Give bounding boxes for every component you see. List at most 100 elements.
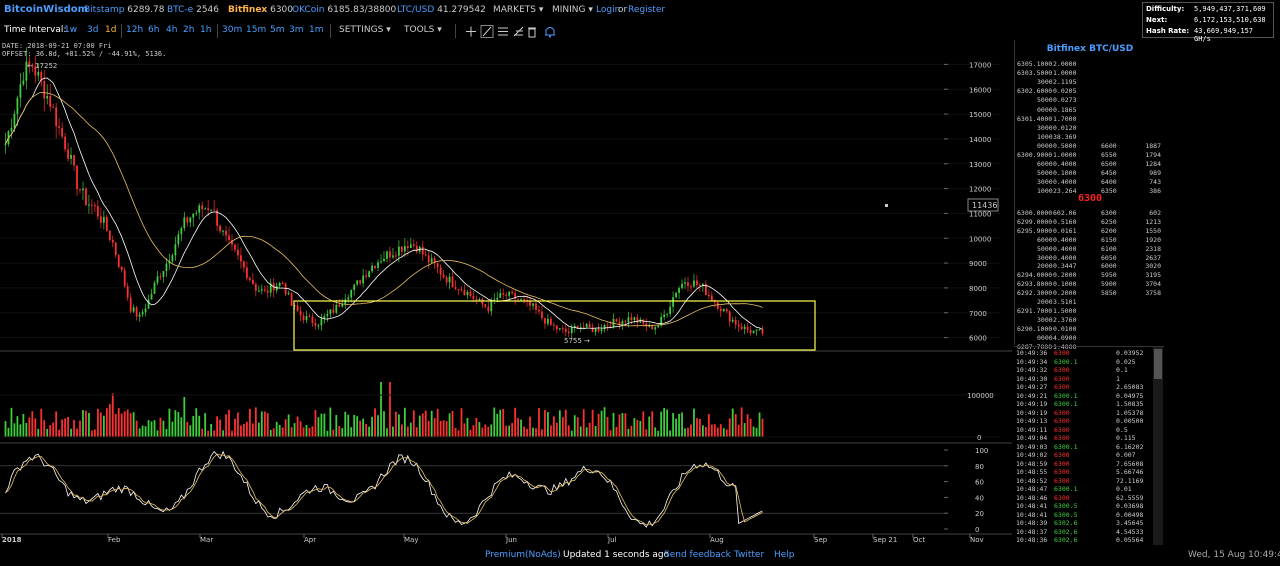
- interval-12h[interactable]: 12h: [126, 25, 144, 35]
- register-link[interactable]: Register: [628, 5, 666, 15]
- candle-body: [117, 255, 120, 267]
- interval-1h[interactable]: 1h: [200, 25, 212, 35]
- market-ltcusd[interactable]: LTC/USD 41.279542: [397, 5, 486, 15]
- candle-body: [603, 324, 606, 330]
- volume-bar: [678, 413, 680, 437]
- scrollbar-thumb[interactable]: [1154, 349, 1162, 379]
- orderbook-row[interactable]: 3000 0.4000 6400 743: [1015, 178, 1165, 187]
- orderbook-row[interactable]: 6303.5000 1.0000: [1015, 69, 1165, 78]
- interval-3m[interactable]: 3m: [289, 25, 304, 35]
- trade-time: 10:48:52: [1016, 476, 1048, 485]
- fib-tool-icon[interactable]: [513, 26, 524, 37]
- interval-2h[interactable]: 2h: [183, 25, 195, 35]
- orderbook-row[interactable]: 3000 0.0120: [1015, 124, 1165, 133]
- candle-body: [19, 84, 22, 98]
- candle-body: [246, 267, 248, 279]
- price-chart[interactable]: 1700016000150001400013000120001100010000…: [0, 40, 1012, 545]
- orderbook-row[interactable]: 6293.8000 0.1000 5900 3704: [1015, 280, 1165, 289]
- market-okcoin[interactable]: OKCoin 6185.83/38800: [292, 5, 396, 15]
- settings-menu[interactable]: SETTINGS ▾: [339, 25, 391, 35]
- volume-bar: [201, 428, 204, 437]
- volume-bar: [4, 421, 7, 437]
- crosshair-icon[interactable]: [466, 26, 476, 37]
- orderbook-row[interactable]: 6300.9000 1.0000 6550 1794: [1015, 151, 1165, 160]
- interval-1w[interactable]: 1w: [64, 25, 78, 35]
- orderbook-row[interactable]: 1000 38.369: [1015, 133, 1165, 142]
- orderbook-row[interactable]: 6299.0000 0.5160 6250 1213: [1015, 218, 1165, 227]
- orderbook-row[interactable]: 6294.0000 0.2000 5950 3195: [1015, 271, 1165, 280]
- trade-history-scrollbar[interactable]: [1153, 347, 1163, 545]
- orderbook-row[interactable]: 3000 2.1195: [1015, 78, 1165, 87]
- interval-6h[interactable]: 6h: [148, 25, 160, 35]
- orderbook-row[interactable]: 6000 0.4000 6500 1284: [1015, 160, 1165, 169]
- market-btce[interactable]: BTC-e 2546: [167, 5, 219, 15]
- hashrate-value: 43,669,949,157 GH/s: [1194, 27, 1254, 43]
- candle-body: [359, 280, 362, 284]
- orderbook-row[interactable]: 2000 0.3447 6000 3020: [1015, 262, 1165, 271]
- volume-bar: [699, 418, 701, 437]
- highlight-rectangle[interactable]: [293, 300, 816, 351]
- orderbook-row[interactable]: 5000 0.0273: [1015, 96, 1165, 105]
- crosshair-price: 11436: [972, 201, 997, 210]
- market-bitfinex[interactable]: Bitfinex 6300: [228, 5, 293, 15]
- interval-4h[interactable]: 4h: [166, 25, 178, 35]
- orderbook-row[interactable]: 3000 0.4000 6050 2637: [1015, 254, 1165, 263]
- orderbook-row[interactable]: 6305.1000 2.0000: [1015, 60, 1165, 69]
- orderbook-row[interactable]: 3000 2.3760: [1015, 316, 1165, 325]
- volume-bar: [165, 428, 168, 437]
- orderbook-row[interactable]: 6295.9000 0.0161 6200 1550: [1015, 227, 1165, 236]
- candle-body: [493, 299, 496, 301]
- interval-15m[interactable]: 15m: [246, 25, 267, 35]
- interval-1d[interactable]: 1d: [105, 25, 117, 35]
- volume-bar: [621, 413, 624, 437]
- horizontal-lines-icon[interactable]: [498, 27, 508, 36]
- candle-body: [266, 290, 269, 293]
- orderbook-row[interactable]: 2000 3.5101: [1015, 298, 1165, 307]
- top-bar: BitcoinWisdom Bitstamp 6289.78 BTC-e 254…: [0, 0, 1140, 22]
- market-name: BTC-e: [167, 5, 194, 15]
- volume-bar: [299, 421, 302, 437]
- twitter-link[interactable]: Twitter: [734, 550, 765, 560]
- brand-logo[interactable]: BitcoinWisdom: [4, 4, 89, 15]
- orderbook-amount: 3.5101: [1053, 298, 1077, 306]
- volume-bar: [79, 420, 81, 437]
- interval-30m[interactable]: 30m: [222, 25, 243, 35]
- candle-body: [538, 309, 540, 312]
- volume-bar: [734, 414, 737, 437]
- interval-3d[interactable]: 3d: [87, 25, 99, 35]
- feedback-link[interactable]: Send feedback: [664, 550, 731, 560]
- candle-body: [606, 324, 609, 326]
- orderbook-row[interactable]: 0000 0.5000 6600 1887: [1015, 142, 1165, 151]
- orderbook-row[interactable]: 6291.7000 1.5000: [1015, 307, 1165, 316]
- line-tool-icon[interactable]: [480, 25, 494, 38]
- volume-bar: [269, 429, 272, 437]
- orderbook-row[interactable]: 0000 4.0900: [1015, 334, 1165, 343]
- orderbook-row[interactable]: 5000 0.4000 6100 2318: [1015, 245, 1165, 254]
- mining-menu[interactable]: MINING ▾: [552, 5, 593, 15]
- market-bitstamp[interactable]: Bitstamp 6289.78: [84, 5, 165, 15]
- orderbook-row[interactable]: 6302.6000 0.0205: [1015, 87, 1165, 96]
- orderbook-row[interactable]: 0000 0.1865: [1015, 106, 1165, 115]
- trash-icon[interactable]: [528, 27, 536, 38]
- orderbook-row[interactable]: 1000 23.264 6350 386: [1015, 187, 1165, 196]
- interval-1m[interactable]: 1m: [309, 25, 324, 35]
- tools-menu[interactable]: TOOLS ▾: [404, 25, 442, 35]
- interval-5m[interactable]: 5m: [270, 25, 285, 35]
- orderbook-row[interactable]: 6292.3000 0.2000 5850 3758: [1015, 289, 1165, 298]
- candle-body: [332, 309, 335, 313]
- orderbook-row[interactable]: 6301.4000 1.7000: [1015, 115, 1165, 124]
- orderbook-row[interactable]: 6300.0000 602.06 6300 602: [1015, 209, 1165, 218]
- candle-body: [651, 325, 654, 330]
- candle-body: [201, 205, 204, 210]
- orderbook-row[interactable]: 6290.1000 0.0100: [1015, 325, 1165, 334]
- volume-bar: [484, 424, 487, 437]
- orderbook-row[interactable]: 6000 0.4000 6150 1920: [1015, 236, 1165, 245]
- login-link[interactable]: Login: [596, 5, 621, 15]
- bell-icon[interactable]: [545, 27, 555, 38]
- candle-body: [448, 276, 451, 283]
- candle-body: [639, 319, 642, 323]
- markets-menu[interactable]: MARKETS ▾: [493, 5, 543, 15]
- premium-link[interactable]: Premium(NoAds): [485, 550, 561, 560]
- help-link[interactable]: Help: [774, 550, 795, 560]
- orderbook-row[interactable]: 5000 0.1000 6450 989: [1015, 169, 1165, 178]
